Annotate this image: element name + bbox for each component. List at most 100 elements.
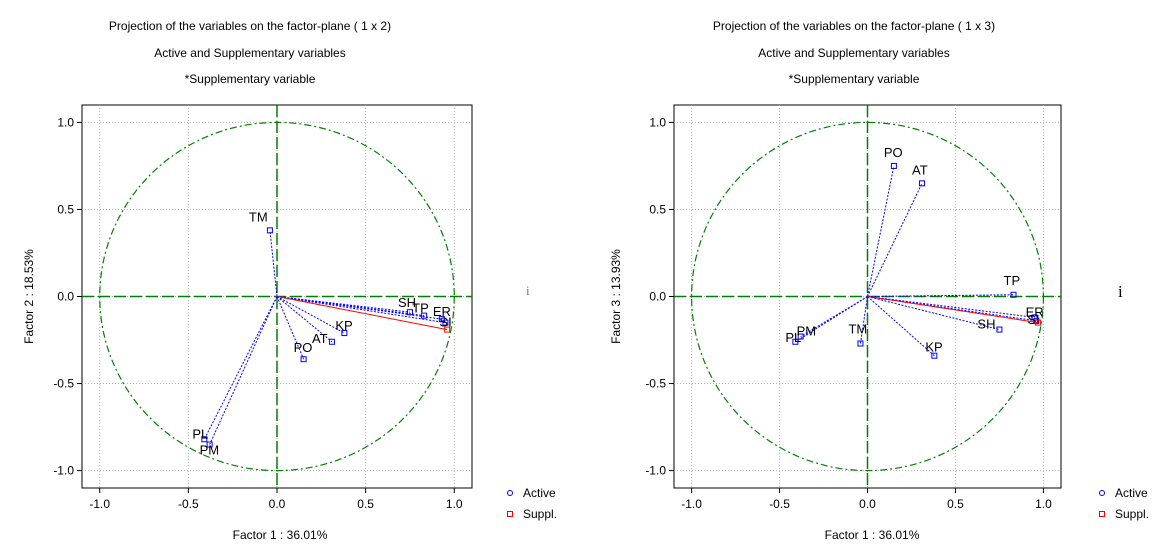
active-vector [276, 296, 305, 360]
legend-label-suppl: Suppl. [1115, 507, 1149, 521]
variable-label: TP [412, 301, 429, 316]
active-vector [269, 230, 278, 297]
active-vector [276, 296, 345, 334]
supplementary-vector [276, 296, 448, 331]
legend-label-suppl: Suppl. [523, 507, 557, 521]
chart-title-line: Active and Supplementary variables [758, 46, 949, 60]
variable-label: ER [1026, 304, 1044, 319]
variable-label: PO [294, 340, 313, 355]
active-point [341, 330, 348, 337]
variable-label: KP [925, 340, 942, 355]
chart-title-line: Projection of the variables on the facto… [713, 19, 995, 33]
active-vector [800, 296, 868, 337]
active-vector [867, 296, 1000, 331]
x-tick-label: 1.0 [1035, 497, 1052, 511]
variable-label: PO [884, 145, 903, 160]
variable-label: SI [1027, 312, 1039, 327]
variable-label: AT [312, 331, 328, 346]
legend-marker-suppl [507, 511, 513, 517]
chart-title-line: Active and Supplementary variables [154, 46, 345, 60]
y-tick-label: 0.0 [649, 290, 666, 304]
active-point [996, 326, 1003, 333]
stray-mark: i [1118, 282, 1123, 301]
variable-label: SI [439, 315, 451, 330]
variable-label: TP [1004, 273, 1021, 288]
active-point [206, 441, 213, 448]
active-point [1010, 291, 1017, 298]
variable-label: SH [398, 295, 416, 310]
active-point [442, 319, 449, 326]
active-point [201, 436, 208, 443]
x-tick-label: -1.0 [89, 497, 110, 511]
legend-marker-suppl [1099, 511, 1105, 517]
active-point [890, 162, 897, 169]
stray-mark: i [526, 283, 530, 298]
active-point [919, 180, 926, 187]
variable-label: PM [797, 324, 817, 339]
variable-label: SH [977, 317, 995, 332]
active-vector [209, 296, 278, 445]
x-tick-label: -0.5 [178, 497, 199, 511]
variable-label: ER [433, 304, 451, 319]
supplementary-point [444, 326, 451, 333]
active-point [1031, 314, 1038, 321]
y-tick-label: 0.5 [649, 202, 666, 216]
y-tick-label: 0.0 [57, 290, 74, 304]
y-tick-label: 0.5 [57, 202, 74, 216]
chart-factor-1x2: Projection of the variables on the facto… [22, 19, 557, 542]
variable-label: TM [249, 209, 268, 224]
active-point [931, 352, 938, 359]
chart-panel-factor-1x2: Projection of the variables on the facto… [0, 0, 580, 548]
variable-label: PM [200, 442, 220, 457]
x-tick-label: 0.0 [859, 497, 876, 511]
y-tick-label: 1.0 [649, 115, 666, 129]
legend-marker-active [507, 490, 513, 496]
chart-factor-1x3: Projection of the variables on the facto… [609, 19, 1149, 542]
x-tick-label: 0.5 [357, 497, 374, 511]
active-vector [795, 296, 868, 343]
x-tick-label: -1.0 [681, 497, 702, 511]
active-point [797, 333, 804, 340]
active-point [328, 338, 335, 345]
active-point [857, 340, 864, 347]
variable-label: PL [785, 330, 801, 345]
variable-label: KP [335, 318, 352, 333]
x-tick-label: 0.5 [947, 497, 964, 511]
active-point [266, 227, 273, 234]
active-point [300, 356, 307, 363]
y-axis-label: Factor 3 : 13.93% [609, 249, 623, 344]
chart-panel-factor-1x3: Projection of the variables on the facto… [592, 0, 1165, 548]
chart-title-line: *Supplementary variable [185, 72, 316, 86]
y-axis-label: Factor 2 : 18.53% [22, 249, 36, 344]
x-axis-label: Factor 1 : 36.01% [233, 528, 328, 542]
active-vector [859, 296, 868, 344]
active-vector [276, 296, 446, 324]
y-tick-label: 1.0 [57, 115, 74, 129]
active-point [438, 316, 445, 323]
active-vector [867, 296, 1035, 318]
active-point [1033, 317, 1040, 324]
legend-label-active: Active [1115, 486, 1148, 500]
active-vector [203, 296, 278, 440]
y-tick-label: -0.5 [645, 377, 666, 391]
active-point [792, 338, 799, 345]
x-axis-label: Factor 1 : 36.01% [825, 528, 920, 542]
chart-title-line: *Supplementary variable [789, 72, 920, 86]
active-vector [867, 296, 935, 357]
supplementary-vector [867, 296, 1039, 324]
supplementary-point [1035, 319, 1042, 326]
variable-label: PL [192, 426, 208, 441]
chart-title-line: Projection of the variables on the facto… [109, 19, 391, 33]
active-vector [867, 165, 895, 297]
legend-marker-active [1099, 490, 1105, 496]
legend-label-active: Active [523, 486, 556, 500]
y-tick-label: -0.5 [53, 377, 74, 391]
variable-label: TM [848, 322, 867, 337]
y-tick-label: -1.0 [645, 464, 666, 478]
x-tick-label: -0.5 [769, 497, 790, 511]
variable-label: AT [912, 162, 928, 177]
active-point [421, 312, 428, 319]
y-tick-label: -1.0 [53, 464, 74, 478]
x-tick-label: 1.0 [446, 497, 463, 511]
active-vector [276, 296, 333, 343]
